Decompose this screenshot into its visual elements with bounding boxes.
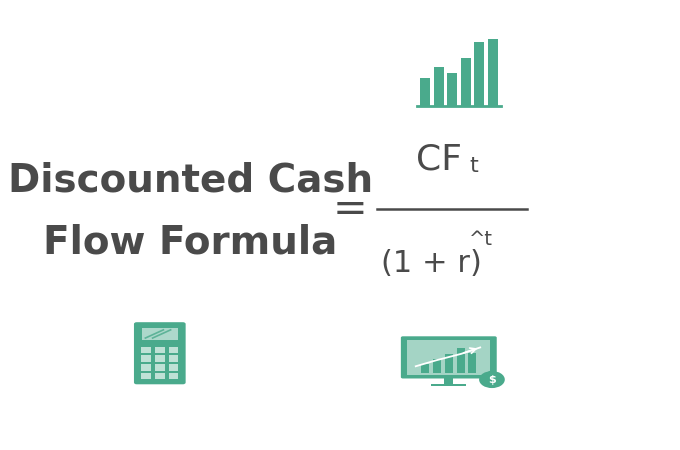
FancyBboxPatch shape	[155, 346, 165, 353]
FancyBboxPatch shape	[134, 322, 186, 384]
Text: CF: CF	[415, 143, 462, 177]
FancyBboxPatch shape	[141, 373, 151, 379]
FancyBboxPatch shape	[447, 73, 457, 106]
Text: $: $	[488, 374, 496, 385]
Text: (1 + r): (1 + r)	[381, 249, 482, 278]
FancyBboxPatch shape	[141, 346, 151, 353]
FancyBboxPatch shape	[457, 348, 464, 374]
Text: ^t: ^t	[469, 230, 493, 249]
FancyBboxPatch shape	[155, 364, 165, 371]
FancyBboxPatch shape	[444, 377, 454, 384]
FancyBboxPatch shape	[475, 42, 484, 106]
Ellipse shape	[488, 371, 496, 373]
FancyBboxPatch shape	[445, 354, 453, 374]
FancyBboxPatch shape	[461, 58, 471, 106]
FancyBboxPatch shape	[155, 355, 165, 362]
FancyBboxPatch shape	[141, 355, 151, 362]
FancyBboxPatch shape	[141, 364, 151, 371]
FancyBboxPatch shape	[431, 384, 466, 386]
FancyBboxPatch shape	[141, 328, 178, 340]
Text: t: t	[470, 157, 478, 176]
Text: =: =	[333, 188, 368, 230]
Text: Discounted Cash: Discounted Cash	[8, 161, 373, 199]
FancyBboxPatch shape	[488, 39, 498, 106]
FancyBboxPatch shape	[401, 336, 496, 378]
FancyBboxPatch shape	[169, 364, 178, 371]
FancyBboxPatch shape	[169, 373, 178, 379]
FancyBboxPatch shape	[169, 346, 178, 353]
Text: Flow Formula: Flow Formula	[44, 224, 337, 262]
Circle shape	[479, 371, 505, 388]
FancyBboxPatch shape	[420, 78, 430, 106]
FancyBboxPatch shape	[433, 359, 441, 374]
FancyBboxPatch shape	[434, 68, 443, 106]
FancyBboxPatch shape	[422, 364, 429, 373]
FancyBboxPatch shape	[155, 373, 165, 379]
FancyBboxPatch shape	[407, 340, 490, 375]
FancyBboxPatch shape	[169, 355, 178, 362]
FancyBboxPatch shape	[469, 353, 476, 374]
